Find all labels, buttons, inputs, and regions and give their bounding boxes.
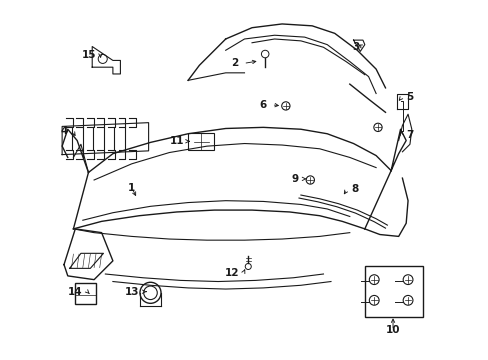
- Text: 15: 15: [81, 50, 96, 60]
- Text: 8: 8: [351, 184, 358, 194]
- Text: 6: 6: [259, 100, 266, 110]
- Text: 2: 2: [231, 58, 238, 68]
- Text: 9: 9: [291, 174, 298, 184]
- Text: 10: 10: [385, 325, 400, 336]
- Text: 7: 7: [406, 130, 413, 140]
- Text: 11: 11: [169, 136, 184, 146]
- Text: 13: 13: [124, 287, 139, 297]
- Text: 14: 14: [68, 287, 82, 297]
- Text: 5: 5: [406, 92, 412, 102]
- Text: 3: 3: [351, 42, 359, 52]
- Bar: [75, 283, 96, 304]
- Text: 12: 12: [224, 268, 238, 278]
- Bar: [188, 133, 214, 150]
- Text: 4: 4: [61, 126, 68, 136]
- Text: 1: 1: [128, 183, 135, 193]
- Bar: [364, 266, 422, 317]
